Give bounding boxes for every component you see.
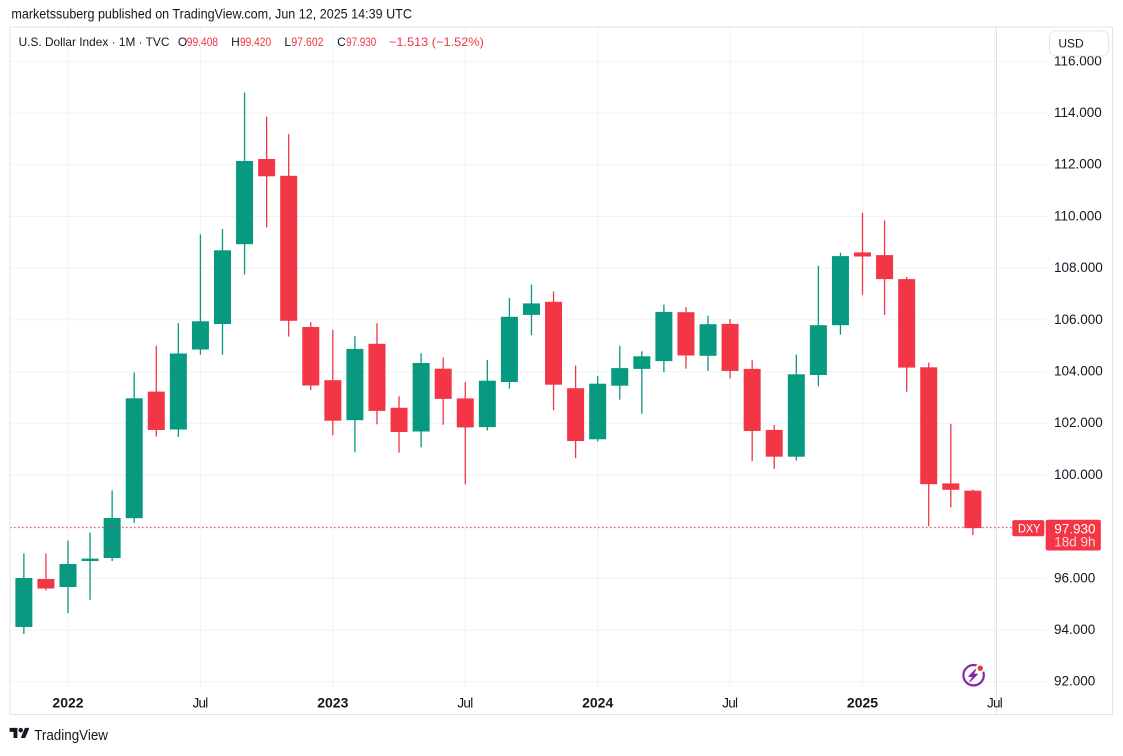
- svg-text:2024: 2024: [582, 694, 613, 710]
- svg-text:99.408: 99.408: [187, 35, 219, 49]
- svg-text:U.S. Dollar Index · 1M · TVC: U.S. Dollar Index · 1M · TVC: [19, 35, 170, 49]
- svg-text:104.000: 104.000: [1054, 364, 1103, 379]
- svg-text:−1.513 (−1.52%): −1.513 (−1.52%): [389, 35, 484, 49]
- svg-text:C: C: [337, 35, 346, 49]
- svg-text:Jul: Jul: [193, 695, 209, 710]
- svg-text:97.930: 97.930: [346, 35, 376, 49]
- svg-text:106.000: 106.000: [1054, 312, 1103, 327]
- svg-text:94.000: 94.000: [1054, 622, 1095, 637]
- svg-text:100.000: 100.000: [1054, 467, 1103, 482]
- svg-text:108.000: 108.000: [1054, 260, 1103, 275]
- svg-text:DXY: DXY: [1018, 522, 1041, 536]
- svg-text:H: H: [231, 35, 240, 49]
- svg-text:96.000: 96.000: [1054, 570, 1095, 585]
- svg-text:97.930: 97.930: [1054, 521, 1095, 536]
- svg-text:2022: 2022: [52, 694, 83, 710]
- svg-text:O: O: [178, 35, 187, 49]
- svg-text:18d 9h: 18d 9h: [1054, 534, 1095, 549]
- svg-text:110.000: 110.000: [1054, 208, 1102, 223]
- svg-text:USD: USD: [1058, 37, 1084, 51]
- svg-text:TradingView: TradingView: [34, 727, 108, 744]
- svg-text:112.000: 112.000: [1054, 157, 1102, 172]
- svg-text:Jul: Jul: [722, 695, 738, 710]
- svg-text:114.000: 114.000: [1054, 105, 1102, 120]
- svg-text:97.602: 97.602: [291, 35, 323, 49]
- svg-text:116.000: 116.000: [1054, 53, 1102, 68]
- svg-text:102.000: 102.000: [1054, 415, 1103, 430]
- svg-text:Jul: Jul: [457, 695, 473, 710]
- svg-text:L: L: [284, 35, 291, 49]
- svg-text:Jul: Jul: [987, 695, 1003, 710]
- svg-text:2025: 2025: [847, 694, 878, 710]
- svg-text:marketssuberg published on Tra: marketssuberg published on TradingView.c…: [11, 5, 412, 21]
- svg-text:2023: 2023: [317, 694, 348, 710]
- svg-text:99.420: 99.420: [240, 35, 271, 49]
- svg-text:92.000: 92.000: [1054, 674, 1095, 689]
